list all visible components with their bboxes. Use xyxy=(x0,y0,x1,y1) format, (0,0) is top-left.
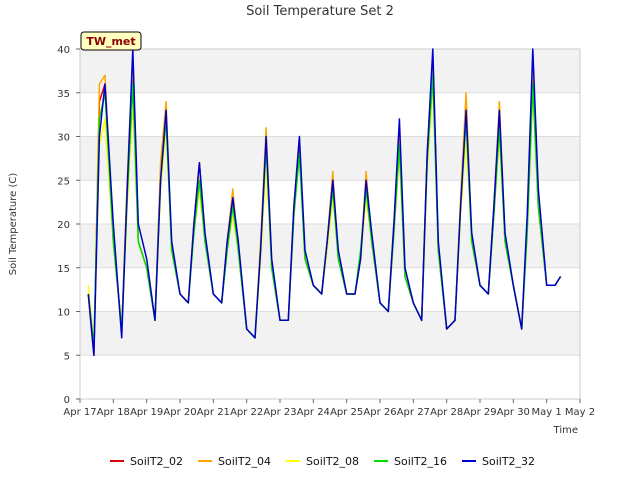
chart-title: Soil Temperature Set 2 xyxy=(246,4,394,19)
y-tick-label: 10 xyxy=(57,308,70,319)
y-tick-label: 25 xyxy=(57,176,70,187)
legend-label: SoilT2_08 xyxy=(306,455,359,468)
grid-band xyxy=(80,224,580,268)
grid-band xyxy=(80,49,580,93)
annotation-background xyxy=(80,31,142,51)
x-tick-label: Apr 24 xyxy=(297,407,330,418)
x-tick-label: Apr 18 xyxy=(97,407,130,418)
grid-band xyxy=(80,311,580,356)
x-tick-label: May 2 xyxy=(565,407,595,418)
x-tick-label: Apr 29 xyxy=(463,407,496,418)
x-tick-label: Apr 26 xyxy=(363,407,396,418)
y-tick-label: 15 xyxy=(57,264,70,275)
x-tick-label: Apr 21 xyxy=(197,407,230,418)
x-tick-label: Apr 30 xyxy=(497,407,530,418)
annotation-box: TW_met xyxy=(80,31,142,51)
legend-label: SoilT2_02 xyxy=(130,455,183,468)
annotation-label: TW_met xyxy=(86,35,135,48)
legend-label: SoilT2_32 xyxy=(482,455,535,468)
y-tick-label: 40 xyxy=(57,45,70,56)
y-axis: 0 5 10 15 20 25 30 35 40 xyxy=(57,45,80,406)
grid-band xyxy=(80,136,580,181)
x-tick-label: Apr 19 xyxy=(130,407,163,418)
y-tick-label: 35 xyxy=(57,89,70,100)
series-line-soilt2-32 xyxy=(87,48,562,357)
legend-label: SoilT2_04 xyxy=(218,455,271,468)
y-tick-label: 0 xyxy=(64,395,70,406)
legend: SoilT2_02 SoilT2_04 SoilT2_08 SoilT2_16 Soil… xyxy=(110,455,535,468)
x-tick-label: Apr 25 xyxy=(330,407,363,418)
legend-label: SoilT2_16 xyxy=(394,455,447,468)
x-axis: Apr 17 Apr 18 Apr 19 Apr 20 Apr 21 Apr 22 Apr … xyxy=(63,399,595,418)
x-axis-title: Time xyxy=(553,425,578,436)
x-tick-label: Apr 28 xyxy=(430,407,463,418)
y-tick-label: 5 xyxy=(64,351,70,362)
y-tick-label: 20 xyxy=(57,220,70,231)
x-tick-label: Apr 27 xyxy=(397,407,430,418)
x-tick-label: Apr 23 xyxy=(263,407,296,418)
x-tick-label: May 1 xyxy=(532,407,562,418)
x-tick-label: Apr 22 xyxy=(230,407,263,418)
series-lines xyxy=(87,48,562,357)
x-tick-label: Apr 20 xyxy=(163,407,196,418)
y-axis-title: Soil Temperature (C) xyxy=(8,173,19,276)
x-tick-label: Apr 17 xyxy=(63,407,96,418)
y-tick-label: 30 xyxy=(57,133,70,144)
